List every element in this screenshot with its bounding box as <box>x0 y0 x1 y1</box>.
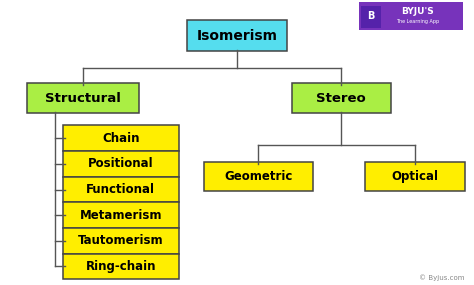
FancyBboxPatch shape <box>63 151 179 177</box>
Text: Structural: Structural <box>45 92 121 105</box>
Text: © Byjus.com: © Byjus.com <box>419 274 465 281</box>
Text: Chain: Chain <box>102 132 140 145</box>
FancyBboxPatch shape <box>361 6 381 28</box>
Text: Ring-chain: Ring-chain <box>86 260 156 273</box>
Text: Tautomerism: Tautomerism <box>78 234 164 247</box>
FancyBboxPatch shape <box>292 83 391 113</box>
FancyBboxPatch shape <box>63 228 179 254</box>
FancyBboxPatch shape <box>365 162 465 191</box>
FancyBboxPatch shape <box>359 2 463 30</box>
Text: Functional: Functional <box>86 183 155 196</box>
FancyBboxPatch shape <box>187 20 287 51</box>
Text: The Learning App: The Learning App <box>396 19 438 24</box>
FancyBboxPatch shape <box>63 254 179 279</box>
Text: Optical: Optical <box>391 170 438 183</box>
FancyBboxPatch shape <box>204 162 313 191</box>
FancyBboxPatch shape <box>63 177 179 202</box>
FancyBboxPatch shape <box>63 202 179 228</box>
FancyBboxPatch shape <box>27 83 138 113</box>
Text: Metamerism: Metamerism <box>80 209 162 222</box>
Text: Stereo: Stereo <box>317 92 366 105</box>
Text: B: B <box>367 11 374 21</box>
FancyBboxPatch shape <box>63 125 179 151</box>
Text: BYJU'S: BYJU'S <box>401 7 434 16</box>
Text: Geometric: Geometric <box>224 170 292 183</box>
Text: Isomerism: Isomerism <box>197 28 277 43</box>
Text: Positional: Positional <box>88 157 154 170</box>
